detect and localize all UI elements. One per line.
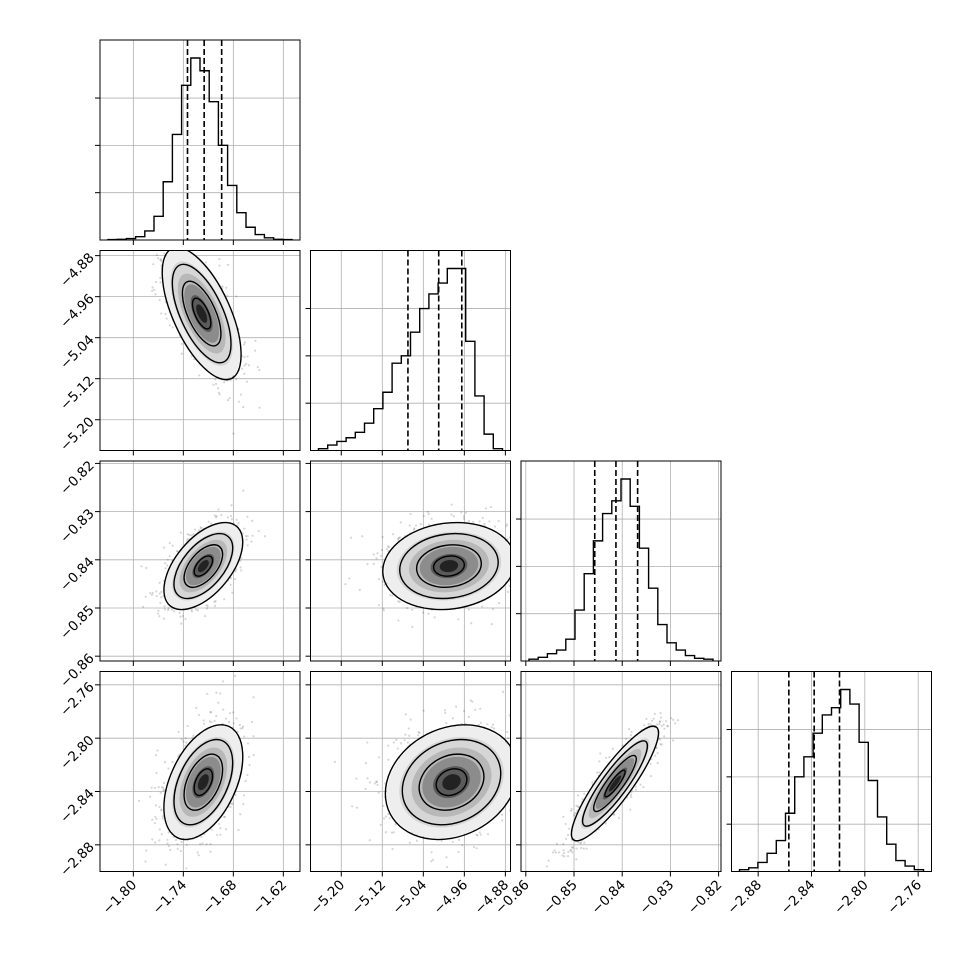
- contour-2: [415, 544, 482, 589]
- histogram-0: [107, 57, 293, 240]
- histogram-2: [528, 478, 714, 661]
- y-tick-label-1-0: −5.20: [57, 414, 98, 455]
- panel-frame: [520, 671, 722, 872]
- panel-0-0: [95, 39, 301, 245]
- panel-1-0: −5.20−5.12−5.04−4.96−4.88: [57, 250, 301, 456]
- panel-frame: [99, 39, 301, 241]
- y-tick-label-3-1: −2.84: [57, 786, 98, 827]
- panel-3-2: −0.86 −0.85 −0.84 −0.83 −0.82: [492, 671, 726, 918]
- x-tick-label-2-1: −0.85: [540, 877, 581, 918]
- contour-3: [432, 555, 466, 577]
- x-tick-label-0-0: −1.80: [100, 877, 141, 918]
- contour-1: [401, 738, 502, 826]
- panel-frame: [99, 460, 301, 662]
- x-tick-label-1-0: −5.20: [308, 877, 349, 918]
- contour-0: [163, 724, 244, 841]
- contour-0: [161, 250, 242, 381]
- contour-3: [193, 555, 214, 577]
- density-shading: [570, 725, 660, 842]
- x-tick-label-0-2: −1.68: [200, 877, 241, 918]
- histogram-1: [317, 267, 504, 451]
- panel-frame: [310, 460, 511, 662]
- density-shading: [382, 521, 511, 611]
- contour-1: [173, 738, 234, 826]
- contour-3: [191, 297, 212, 330]
- x-tick-label-2-4: −0.82: [685, 877, 726, 918]
- x-tick-label-3-0: −2.88: [724, 877, 765, 918]
- contour-3: [193, 768, 214, 797]
- contour-2: [183, 544, 224, 589]
- x-tick-label-3-2: −2.80: [831, 877, 872, 918]
- x-tick-label-0-3: −1.62: [250, 877, 291, 918]
- x-tick-label-2-3: −0.83: [637, 877, 678, 918]
- y-tick-label-3-0: −2.88: [57, 839, 98, 880]
- panel-frame: [520, 460, 722, 662]
- density-shading: [163, 724, 244, 841]
- x-tick-label-3-3: −2.76: [884, 877, 925, 918]
- contour-2: [418, 753, 485, 811]
- panel-3-0: −2.88−2.84−2.80−2.76−1.80 −1.74 −1.68 −1.62: [57, 671, 301, 918]
- histogram-3: [738, 688, 925, 872]
- density-shading: [163, 521, 244, 611]
- y-tick-label-2-3: −0.83: [57, 506, 98, 547]
- panel-frame: [310, 671, 511, 872]
- x-tick-label-2-2: −0.84: [588, 877, 629, 918]
- y-tick-label-1-2: −5.04: [57, 332, 98, 373]
- contour-1: [173, 532, 234, 600]
- density-shading: [161, 250, 242, 381]
- contour-0: [163, 521, 244, 611]
- contour-3: [604, 769, 626, 798]
- contour-0: [382, 521, 511, 611]
- y-tick-label-2-2: −0.84: [57, 554, 98, 595]
- y-tick-label-3-2: −2.80: [57, 733, 98, 774]
- panel-frame: [99, 671, 301, 872]
- panel-1-1: [305, 250, 511, 456]
- contour-3: [435, 768, 468, 797]
- contour-2: [183, 753, 224, 811]
- contour-1: [171, 263, 232, 364]
- panel-frame: [310, 250, 511, 451]
- y-tick-label-2-1: −0.85: [57, 602, 98, 643]
- panel-2-0: −0.86−0.85−0.84−0.83−0.82: [57, 458, 301, 691]
- contour-0: [384, 724, 511, 841]
- y-tick-label-2-4: −0.82: [57, 458, 98, 499]
- y-tick-label-1-1: −5.12: [57, 373, 98, 414]
- density-shading: [384, 724, 511, 841]
- y-tick-label-1-4: −4.88: [57, 250, 98, 291]
- x-tick-label-1-2: −5.04: [390, 877, 431, 918]
- contour-1: [399, 532, 499, 600]
- panel-3-3: −2.88 −2.84 −2.80 −2.76: [724, 671, 932, 918]
- contour-0: [570, 725, 660, 842]
- x-tick-label-1-1: −5.12: [349, 877, 390, 918]
- panel-frame: [99, 250, 301, 451]
- contour-1: [581, 740, 649, 827]
- x-tick-label-0-1: −1.74: [150, 877, 191, 918]
- y-tick-label-1-3: −4.96: [57, 291, 98, 332]
- panel-2-2: [516, 460, 722, 666]
- panel-frame: [731, 671, 932, 872]
- x-tick-label-1-3: −4.96: [431, 877, 472, 918]
- contour-2: [593, 754, 637, 813]
- panel-2-1: [305, 460, 511, 666]
- x-tick-label-3-1: −2.84: [778, 877, 819, 918]
